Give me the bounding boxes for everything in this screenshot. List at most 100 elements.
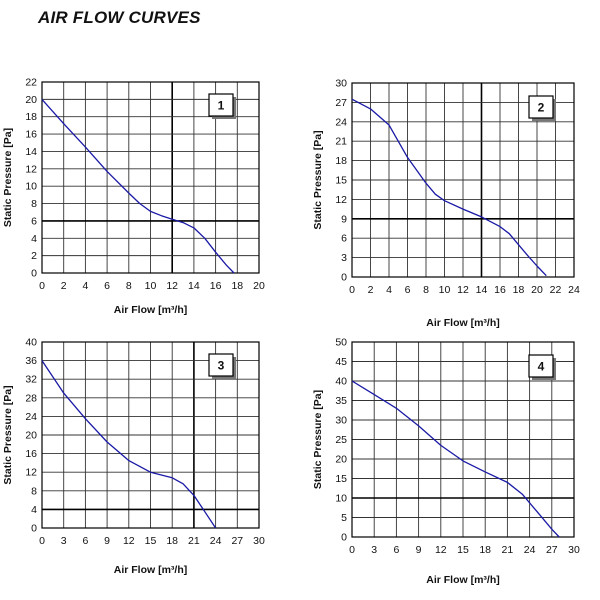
- y-tick-label: 15: [335, 175, 347, 187]
- y-tick-label: 5: [341, 512, 347, 524]
- x-tick-label: 6: [82, 535, 88, 547]
- y-tick-label: 50: [335, 337, 347, 349]
- x-tick-label: 16: [210, 280, 222, 292]
- y-tick-label: 18: [335, 155, 347, 167]
- x-tick-label: 24: [210, 535, 222, 547]
- chart-4: 0 3 6 9 12 15 18 21 24 27 30 0 5 10 15 20 25 30 35 40 45 50 4 S…: [312, 337, 580, 587]
- y-tick-label: 10: [25, 181, 37, 193]
- x-tick-label: 12: [123, 535, 135, 547]
- y-tick-label: 30: [335, 415, 347, 427]
- series-line: [351, 98, 547, 277]
- y-tick-label: 16: [25, 448, 37, 460]
- y-axis-label: Static Pressure [Pa]: [312, 390, 324, 489]
- y-axis-label: Static Pressure [Pa]: [2, 128, 14, 227]
- y-tick-label: 24: [25, 411, 37, 423]
- y-tick-label: 25: [335, 434, 347, 446]
- x-tick-label: 6: [104, 280, 110, 292]
- plot-frame: [41, 81, 260, 274]
- x-tick-label: 16: [494, 284, 506, 296]
- x-tick-label: 21: [502, 544, 514, 556]
- y-tick-label: 16: [25, 129, 37, 141]
- x-tick-label: 3: [61, 535, 67, 547]
- x-tick-label: 20: [531, 284, 543, 296]
- x-tick-label: 6: [393, 544, 399, 556]
- chart-number-label: 2: [538, 101, 545, 115]
- chart-number-label: 1: [218, 99, 225, 113]
- x-tick-label: 22: [550, 284, 562, 296]
- y-tick-label: 40: [25, 337, 37, 349]
- y-tick-label: 6: [341, 233, 347, 245]
- x-tick-label: 18: [166, 535, 178, 547]
- x-tick-label: 10: [145, 280, 157, 292]
- chart-number-label: 3: [218, 359, 225, 373]
- x-tick-label: 24: [524, 544, 536, 556]
- x-tick-label: 8: [126, 280, 132, 292]
- x-tick-label: 12: [457, 284, 469, 296]
- x-tick-label: 27: [231, 535, 243, 547]
- x-tick-label: 18: [513, 284, 525, 296]
- x-tick-label: 8: [423, 284, 429, 296]
- series-line: [351, 380, 560, 538]
- x-tick-label: 30: [253, 535, 265, 547]
- series-line: [41, 360, 217, 529]
- y-tick-label: 30: [335, 78, 347, 90]
- chart-1: 0 2 4 6 8 10 12 14 16 18 20 0 2 4 6 8 10 12 14 16 18 20 22 1 Sta…: [2, 77, 265, 317]
- x-axis-label: Air Flow [m³/h]: [426, 317, 500, 329]
- chart-number-badge: [208, 353, 234, 377]
- y-tick-label: 14: [25, 146, 37, 158]
- x-tick-label: 14: [188, 280, 200, 292]
- y-tick-label: 27: [335, 97, 347, 109]
- x-tick-label: 9: [104, 535, 110, 547]
- x-tick-label: 0: [349, 284, 355, 296]
- x-tick-label: 24: [568, 284, 580, 296]
- x-tick-label: 30: [568, 544, 580, 556]
- x-tick-label: 9: [416, 544, 422, 556]
- x-tick-label: 12: [166, 280, 178, 292]
- x-axis-label: Air Flow [m³/h]: [114, 304, 188, 316]
- x-tick-label: 27: [546, 544, 558, 556]
- x-tick-label: 15: [145, 535, 157, 547]
- chart-number-label: 4: [538, 360, 545, 374]
- y-tick-label: 3: [341, 252, 347, 264]
- y-tick-label: 12: [25, 163, 37, 175]
- y-tick-label: 8: [31, 198, 37, 210]
- y-tick-label: 40: [335, 376, 347, 388]
- y-tick-label: 36: [25, 355, 37, 367]
- page-title: AIR FLOW CURVES: [38, 8, 201, 27]
- y-tick-label: 32: [25, 374, 37, 386]
- y-tick-label: 35: [335, 395, 347, 407]
- x-tick-label: 4: [386, 284, 392, 296]
- y-tick-label: 4: [31, 233, 37, 245]
- plot-frame: [351, 82, 575, 278]
- y-tick-label: 20: [335, 454, 347, 466]
- y-tick-label: 6: [31, 215, 37, 227]
- y-tick-label: 0: [341, 532, 347, 544]
- y-tick-label: 20: [25, 94, 37, 106]
- y-tick-label: 0: [341, 272, 347, 284]
- x-tick-label: 18: [231, 280, 243, 292]
- x-tick-label: 10: [439, 284, 451, 296]
- x-tick-label: 0: [39, 280, 45, 292]
- x-axis-label: Air Flow [m³/h]: [426, 574, 500, 586]
- x-tick-label: 14: [476, 284, 488, 296]
- y-tick-label: 0: [31, 268, 37, 280]
- y-tick-label: 15: [335, 473, 347, 485]
- x-tick-label: 0: [349, 544, 355, 556]
- chart-3: 0 3 6 9 12 15 18 21 24 27 3004812162024283236403St…: [2, 337, 265, 577]
- x-tick-label: 6: [405, 284, 411, 296]
- y-tick-label: 2: [31, 250, 37, 262]
- y-tick-label: 24: [335, 116, 347, 128]
- x-tick-label: 12: [435, 544, 447, 556]
- y-axis-label: Static Pressure [Pa]: [312, 130, 324, 229]
- x-tick-label: 15: [457, 544, 469, 556]
- chart-2: 0 2 4 6 8 10 12 14 16 18 20 22 240369121518212427302…: [312, 78, 580, 330]
- x-axis-label: Air Flow [m³/h]: [114, 564, 188, 576]
- y-tick-label: 12: [25, 467, 37, 479]
- chart-number-badge: [528, 354, 554, 378]
- y-tick-label: 12: [335, 194, 347, 206]
- y-tick-label: 8: [31, 485, 37, 497]
- x-tick-label: 18: [479, 544, 491, 556]
- plot-frame: [41, 341, 260, 529]
- y-axis-label: Static Pressure [Pa]: [2, 385, 14, 484]
